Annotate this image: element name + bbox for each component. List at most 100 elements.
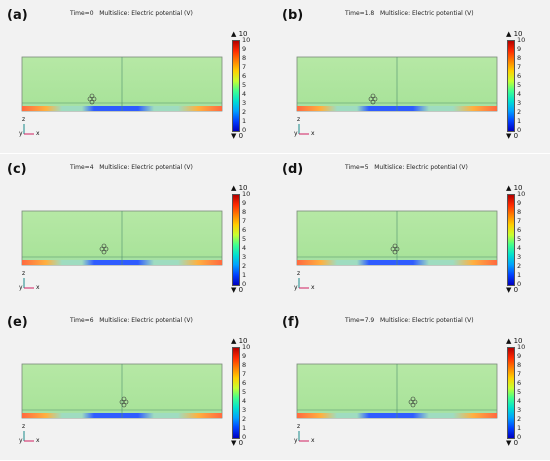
colorbar-tick: 2 [242, 262, 247, 270]
colorbar-tick: 7 [242, 370, 247, 378]
axis-y-label: y [19, 130, 23, 137]
colorbar-tick: 8 [517, 361, 522, 369]
colorbar-tick: 5 [242, 81, 247, 89]
colorbar-tick: 5 [517, 235, 522, 243]
axis-y-label: y [294, 130, 298, 137]
panel-a: (a) Time=0 Multislice: Electric potential… [0, 0, 275, 153]
colorbar-tick: 10 [242, 36, 251, 44]
axis-x-label: x [311, 130, 315, 137]
panel-label: (f) [282, 315, 300, 330]
colorbar-tick: 9 [242, 45, 247, 53]
colorbar-max-marker: ▲ 10 [231, 30, 248, 38]
colorbar-tick: 5 [517, 388, 522, 396]
colorbar-tick: 0 [242, 280, 247, 288]
colorbar-min-marker: ▼ 0 [506, 286, 519, 294]
colorbar-tick: 7 [242, 63, 247, 71]
colorbar [232, 347, 240, 439]
panel-title: Time=1.8 Multislice: Electric potential … [345, 10, 474, 17]
colorbar-tick: 2 [517, 108, 522, 116]
axis-triad [298, 278, 309, 289]
colorbar-max-marker: ▲ 10 [506, 184, 523, 192]
colorbar-tick: 4 [517, 244, 522, 252]
potential-field-plot [21, 363, 223, 442]
panel-title: Time=7.9 Multislice: Electric potential … [345, 317, 474, 324]
colorbar-tick: 8 [517, 54, 522, 62]
panel-title: Time=6 Multislice: Electric potential (V… [70, 317, 193, 324]
colorbar-tick: 6 [517, 226, 522, 234]
particle-cluster [119, 396, 129, 408]
colorbar-tick: 8 [242, 361, 247, 369]
colorbar-tick: 7 [517, 63, 522, 71]
colorbar-tick: 7 [242, 217, 247, 225]
colorbar-tick: 8 [242, 208, 247, 216]
colorbar-tick: 8 [242, 54, 247, 62]
colorbar-tick: 1 [242, 271, 247, 279]
colorbar-tick: 4 [517, 397, 522, 405]
axis-z-label: z [297, 270, 301, 277]
panel-title: Time=4 Multislice: Electric potential (V… [70, 164, 193, 171]
colorbar-tick: 9 [517, 352, 522, 360]
panel-label: (b) [282, 8, 304, 23]
colorbar-tick: 0 [517, 280, 522, 288]
colorbar-tick: 2 [517, 262, 522, 270]
axis-z-label: z [22, 423, 26, 430]
colorbar [507, 40, 515, 132]
colorbar-tick: 3 [242, 99, 247, 107]
axis-x-label: x [311, 437, 315, 444]
panel-label: (c) [7, 162, 27, 177]
axis-x-label: x [311, 284, 315, 291]
axis-y-label: y [294, 437, 298, 444]
potential-field-plot [296, 363, 498, 442]
panel-f: (f) Time=7.9 Multislice: Electric potenti… [275, 307, 550, 460]
colorbar-tick: 0 [242, 126, 247, 134]
colorbar-max-marker: ▲ 10 [231, 184, 248, 192]
colorbar-min-marker: ▼ 0 [506, 132, 519, 140]
colorbar-tick: 1 [242, 117, 247, 125]
axis-x-label: x [36, 130, 40, 137]
axis-triad [298, 124, 309, 135]
axis-triad [23, 431, 34, 442]
axis-y-label: y [19, 284, 23, 291]
colorbar-tick: 6 [242, 72, 247, 80]
colorbar-tick: 5 [517, 81, 522, 89]
colorbar-max-marker: ▲ 10 [506, 337, 523, 345]
colorbar-min-marker: ▼ 0 [231, 439, 244, 447]
colorbar-tick: 5 [242, 235, 247, 243]
colorbar-tick: 7 [517, 370, 522, 378]
colorbar-tick: 9 [242, 352, 247, 360]
particle-cluster [99, 243, 109, 255]
colorbar-tick: 10 [517, 190, 526, 198]
axis-z-label: z [22, 270, 26, 277]
panel-label: (d) [282, 162, 304, 177]
panel-label: (a) [7, 8, 28, 23]
colorbar-tick: 5 [242, 388, 247, 396]
colorbar-tick: 1 [242, 424, 247, 432]
colorbar-tick: 1 [517, 271, 522, 279]
colorbar-tick: 10 [242, 190, 251, 198]
axis-triad [23, 124, 34, 135]
panel-c: (c) Time=4 Multislice: Electric potential… [0, 154, 275, 307]
colorbar-max-marker: ▲ 10 [506, 30, 523, 38]
colorbar [232, 40, 240, 132]
colorbar-tick: 9 [517, 199, 522, 207]
colorbar-tick: 0 [242, 433, 247, 441]
axis-x-label: x [36, 284, 40, 291]
axis-y-label: y [294, 284, 298, 291]
colorbar-min-marker: ▼ 0 [506, 439, 519, 447]
particle-cluster [390, 243, 400, 255]
colorbar [507, 194, 515, 286]
colorbar-tick: 1 [517, 117, 522, 125]
colorbar-tick: 3 [242, 253, 247, 261]
colorbar-tick: 3 [517, 99, 522, 107]
colorbar-tick: 0 [517, 433, 522, 441]
colorbar-max-marker: ▲ 10 [231, 337, 248, 345]
panel-title: Time=5 Multislice: Electric potential (V… [345, 164, 468, 171]
colorbar-tick: 8 [517, 208, 522, 216]
colorbar-min-marker: ▼ 0 [231, 132, 244, 140]
colorbar-tick: 2 [242, 415, 247, 423]
colorbar-tick: 6 [242, 379, 247, 387]
colorbar-tick: 10 [517, 343, 526, 351]
colorbar-tick: 0 [517, 126, 522, 134]
particle-cluster [87, 93, 97, 105]
